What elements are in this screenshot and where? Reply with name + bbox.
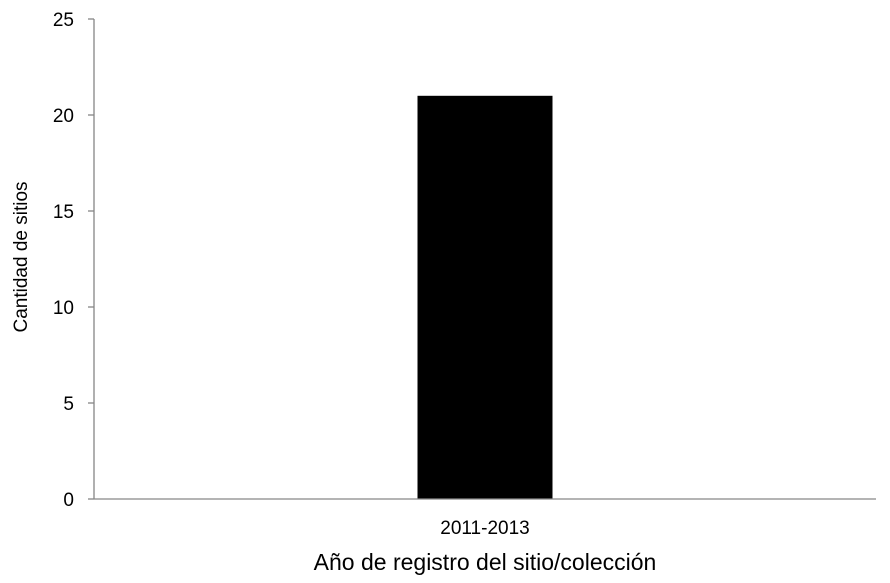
y-tick-label: 25	[53, 10, 74, 31]
x-axis-ticks: 2011-2013	[440, 518, 529, 539]
y-tick-label: 15	[53, 202, 74, 223]
y-tick-label: 0	[63, 490, 74, 511]
y-tick-label: 10	[53, 298, 74, 319]
y-axis-ticks: 0 5 10 15 20 25	[53, 10, 94, 511]
bar	[417, 95, 553, 500]
x-tick-label: 2011-2013	[440, 518, 529, 539]
bars	[417, 95, 553, 500]
y-tick-label: 5	[63, 394, 74, 415]
x-axis-title: Año de registro del sitio/colección	[314, 549, 657, 575]
y-tick-label: 20	[53, 106, 74, 127]
y-axis-title: Cantidad de sitios	[11, 181, 32, 332]
